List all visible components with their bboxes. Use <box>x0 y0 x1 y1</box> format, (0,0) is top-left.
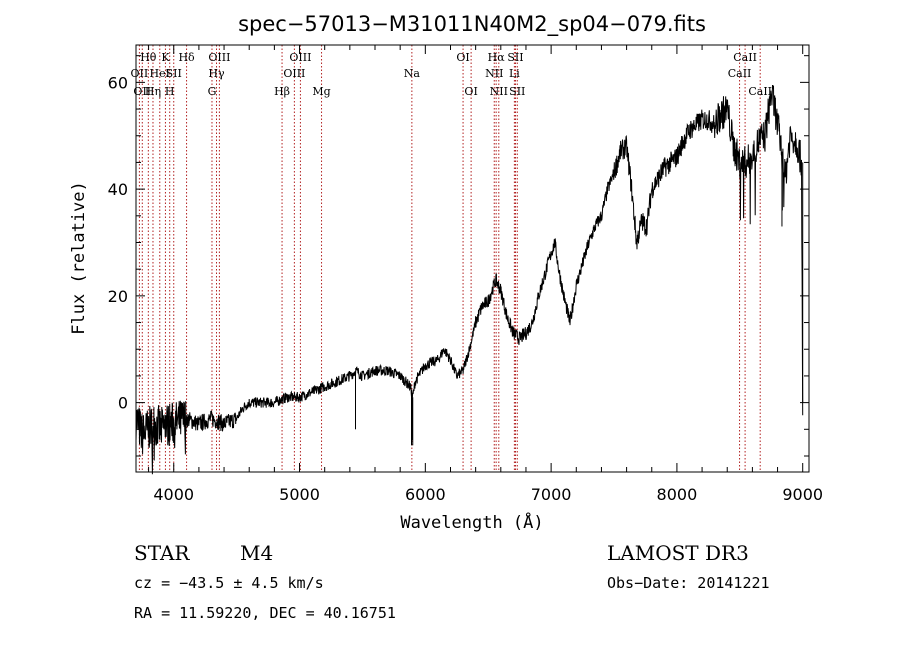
line-marker-label-11: OIII <box>208 51 230 64</box>
line-marker-label-18: OI <box>464 85 477 98</box>
axis-ticks <box>136 45 809 472</box>
line-marker-label-12: Hβ <box>274 85 290 98</box>
object-class: STAR <box>134 541 190 565</box>
line-marker-label-16: Na <box>404 67 421 80</box>
line-marker-label-7: SII <box>166 67 182 80</box>
y-axis-label: Flux (relative) <box>69 181 89 335</box>
line-marker-label-3: Hη <box>145 85 161 98</box>
spectrum-chart: spec−57013−M31011N40M2_sp04−079.fits OII… <box>69 12 823 533</box>
line-marker-label-8: Hδ <box>178 51 195 64</box>
line-marker-label-27: CaII <box>748 85 772 98</box>
line-marker-label-22: Li <box>509 67 520 80</box>
line-marker-label-13: OIII <box>283 67 305 80</box>
emission-line-labels: OII OII Hθ Hη HeI K H SII Hδ G Hγ OIII Hβ OIII OIII Mg N… <box>131 51 772 98</box>
line-marker-label-14: OIII <box>289 51 311 64</box>
x-axis-label: Wavelength (Å) <box>400 511 543 533</box>
y-tick-label-3: 60 <box>108 73 128 92</box>
x-tick-label-4: 8000 <box>657 485 698 504</box>
x-tick-label-2: 6000 <box>405 485 446 504</box>
x-tick-label-0: 4000 <box>153 485 194 504</box>
line-marker-label-25: CaII <box>728 67 752 80</box>
spectrum-trace <box>135 84 804 475</box>
y-tick-label-2: 40 <box>108 180 128 199</box>
line-marker-label-17: OI <box>456 51 469 64</box>
chart-title: spec−57013−M31011N40M2_sp04−079.fits <box>238 12 706 37</box>
line-marker-label-21: NII <box>490 85 508 98</box>
survey-name: LAMOST DR3 <box>607 541 749 565</box>
spectrum-series <box>135 84 804 475</box>
observation-date: Obs−Date: 20141221 <box>607 574 770 592</box>
plot-frame <box>135 44 810 473</box>
line-marker-label-2: Hθ <box>140 51 157 64</box>
y-tick-label-1: 20 <box>108 287 128 306</box>
line-marker-label-26: CaII <box>733 51 757 64</box>
emission-line-markers <box>138 45 761 472</box>
line-marker-label-1: OII <box>133 85 151 98</box>
object-subclass: M4 <box>240 541 274 565</box>
sky-coordinates: RA = 11.59220, DEC = 40.16751 <box>134 604 396 622</box>
line-marker-label-15: Mg <box>312 85 330 98</box>
x-tick-label-3: 7000 <box>531 485 572 504</box>
y-tick-label-0: 0 <box>118 394 128 413</box>
line-marker-label-20: Hα <box>488 51 506 64</box>
axis-tick-labels: 4000 5000 6000 7000 8000 9000 0 20 40 60 <box>108 73 823 504</box>
x-tick-label-5: 9000 <box>782 485 823 504</box>
line-marker-label-24: SII <box>509 85 525 98</box>
line-marker-label-9: G <box>208 85 217 98</box>
line-marker-label-4: HeI <box>150 67 170 80</box>
line-marker-label-19: NII <box>485 67 503 80</box>
redshift-velocity: cz = −43.5 ± 4.5 km/s <box>134 574 324 592</box>
x-tick-label-1: 5000 <box>279 485 320 504</box>
line-marker-label-23: SII <box>507 51 523 64</box>
line-marker-label-10: Hγ <box>208 67 225 80</box>
line-marker-label-6: H <box>165 85 175 98</box>
line-marker-label-0: OII <box>131 67 149 80</box>
line-marker-label-5: K <box>161 51 170 64</box>
